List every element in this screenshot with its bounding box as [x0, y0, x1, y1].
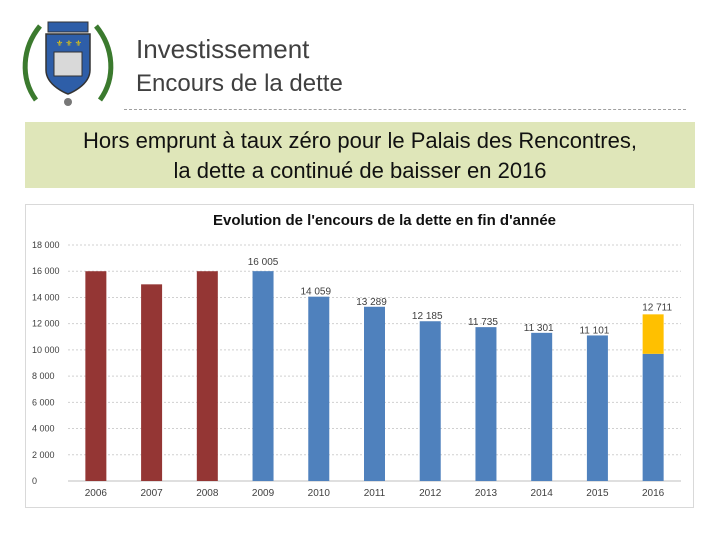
bar-2013	[475, 327, 497, 481]
bar-2006	[85, 271, 107, 481]
y-tick-label: 6 000	[32, 397, 55, 407]
page-subtitle: Encours de la dette	[136, 70, 343, 97]
bar-2016-base	[642, 353, 664, 481]
data-label: 11 301	[524, 323, 554, 334]
y-tick-label: 8 000	[32, 371, 55, 381]
headline-banner: Hors emprunt à taux zéro pour le Palais …	[25, 122, 695, 188]
x-tick-label: 2011	[364, 488, 386, 499]
laurel-left-icon	[22, 24, 42, 102]
data-label: 11 101	[579, 325, 609, 336]
x-tick-label: 2006	[85, 488, 108, 499]
y-tick-label: 16 000	[32, 266, 60, 276]
x-tick-label: 2012	[419, 488, 442, 499]
bar-2011	[364, 306, 385, 481]
svg-text:⚜ ⚜ ⚜: ⚜ ⚜ ⚜	[56, 39, 82, 48]
x-tick-label: 2010	[308, 488, 331, 499]
chart-title: Evolution de l'encours de la dette en fi…	[213, 212, 556, 229]
bar-2012	[419, 321, 441, 481]
bar-2008	[196, 271, 218, 481]
banner-line-1: Hors emprunt à taux zéro pour le Palais …	[83, 128, 637, 153]
x-tick-label: 2014	[531, 488, 554, 499]
x-tick-label: 2016	[642, 488, 665, 499]
title-divider	[124, 109, 686, 110]
x-tick-label: 2007	[140, 488, 163, 499]
y-tick-label: 2 000	[32, 450, 55, 460]
bar-2014	[531, 332, 553, 481]
x-tick-label: 2015	[586, 488, 609, 499]
y-tick-label: 12 000	[32, 319, 60, 329]
x-tick-label: 2008	[196, 488, 219, 499]
bar-2010	[308, 296, 330, 481]
data-label: 12 185	[412, 311, 443, 322]
coat-of-arms-logo: ⚜ ⚜ ⚜	[22, 21, 114, 106]
debt-bar-chart: Evolution de l'encours de la dette en fi…	[32, 212, 681, 499]
banner-line-2: la dette a continué de baisser en 2016	[173, 158, 547, 183]
y-tick-label: 14 000	[32, 292, 60, 302]
x-tick-label: 2013	[475, 488, 498, 499]
y-tick-label: 18 000	[32, 240, 60, 250]
y-tick-label: 0	[32, 476, 37, 486]
data-label: 16 005	[248, 257, 279, 268]
debt-chart-frame: Evolution de l'encours de la dette en fi…	[25, 204, 694, 508]
bar-2016-increase	[642, 314, 664, 354]
y-tick-label: 10 000	[32, 345, 60, 355]
data-label: 11 735	[468, 317, 498, 328]
bar-2007	[141, 284, 163, 481]
data-label: 14 059	[300, 287, 331, 298]
y-tick-label: 4 000	[32, 424, 55, 434]
page-title: Investissement	[136, 34, 310, 64]
x-tick-label: 2009	[252, 488, 275, 499]
laurel-right-icon	[94, 24, 114, 102]
bar-2009	[252, 271, 274, 481]
bar-2015	[586, 335, 608, 481]
data-label: 12 711	[642, 302, 672, 313]
data-label: 13 289	[356, 297, 387, 308]
